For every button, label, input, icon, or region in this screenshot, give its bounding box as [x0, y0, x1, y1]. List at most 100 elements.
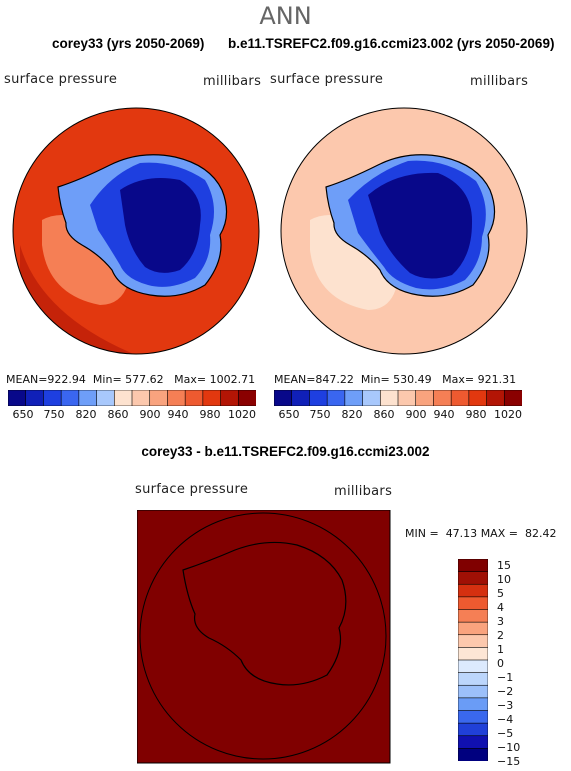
panel2-colorbar-swatch-4 [344, 390, 364, 406]
panel1-variable-label: surface pressure [4, 72, 118, 87]
panel1-colorbar-swatch-5 [96, 390, 115, 406]
panel1-tick-4: 900 [139, 408, 161, 421]
diff-max-label: MAX = [480, 527, 518, 540]
panel1-weddell-region [42, 215, 130, 305]
diff-tick-3: 4 [497, 601, 504, 614]
diff-colorbar-swatch-6 [458, 634, 488, 648]
panel2-tick-0: 650 [278, 408, 300, 421]
panel2-min-label: Min= [360, 373, 390, 386]
panel2-weddell-region [310, 215, 398, 310]
panel2-colorbar-swatch-7 [397, 390, 417, 406]
diff-tick-9: −2 [497, 685, 514, 698]
panel2-map-border [280, 107, 528, 355]
diff-title: corey33 - b.e11.TSREFC2.f09.g16.ccmi23.0… [141, 444, 430, 459]
diff-tick-14: −15 [497, 755, 521, 768]
panel2-tick-7: 1020 [494, 408, 522, 421]
panel1-colorbar-swatch-8 [149, 390, 169, 406]
diff-colorbar-swatch-7 [458, 647, 488, 661]
panel1-colorbar-swatch-1 [25, 390, 45, 406]
panel1-colorbar-swatch-7 [131, 390, 151, 406]
diff-tick-6: 1 [497, 643, 504, 656]
panel2-max-value: 921.31 [477, 373, 517, 386]
panel2-colorbar-swatch-3 [326, 390, 346, 406]
diff-map [137, 510, 391, 764]
diff-units-label: millibars [334, 484, 393, 499]
panel1-max-value: 1002.71 [209, 373, 256, 386]
diff-max-value: 82.42 [524, 527, 557, 540]
diff-colorbar-swatch-2 [458, 583, 488, 598]
panel2-colorbar-swatch-8 [415, 390, 435, 406]
panel1-tick-2: 820 [75, 408, 97, 421]
diff-colorbar-swatch-0 [458, 559, 488, 573]
panel1-min-value: 577.62 [125, 373, 164, 386]
diff-colorbar-swatch-5 [458, 621, 488, 636]
diff-tick-7: 0 [497, 657, 504, 670]
panel1-map-border [12, 107, 260, 355]
diff-colorbar-swatch-8 [458, 659, 488, 674]
diff-tick-10: −3 [497, 699, 514, 712]
diff-min-label: MIN = [405, 527, 439, 540]
panel1-colorbar-swatch-3 [60, 390, 80, 406]
panel2-colorbar [274, 390, 522, 406]
diff-colorbar-swatch-11 [458, 697, 488, 712]
diff-colorbar-swatch-13 [458, 722, 488, 737]
panel2-colorbar-swatch-5 [362, 390, 381, 406]
diff-tick-4: 3 [497, 615, 504, 628]
panel1-colorbar-swatch-11 [202, 390, 222, 406]
panel1-min-label: Min= [92, 373, 122, 386]
panel1-colorbar [8, 390, 256, 406]
diff-tick-5: 2 [497, 629, 504, 642]
panel1-mean-label: MEAN= [6, 373, 48, 386]
diff-colorbar-swatch-1 [458, 571, 488, 585]
diff-colorbar-swatch-12 [458, 710, 488, 724]
diff-tick-1: 10 [497, 573, 511, 586]
panel2-colorbar-swatch-0 [274, 390, 293, 406]
panel2-tick-6: 980 [465, 408, 487, 421]
panel1-tick-3: 860 [107, 408, 129, 421]
panel1-map [12, 107, 260, 355]
panel1-mean-value: 922.94 [47, 373, 86, 386]
panel2-antarctica-inner [368, 172, 473, 279]
panel2-coastline [325, 154, 496, 297]
panel2-tick-1: 750 [309, 408, 331, 421]
panel1-tick-7: 1020 [228, 408, 256, 421]
diff-min-value: 47.13 [445, 527, 478, 540]
panel1-colorbar-swatch-4 [78, 390, 98, 406]
diff-colorbar-swatch-10 [458, 684, 488, 699]
panel1-units-label: millibars [203, 74, 262, 89]
diff-colorbar-swatch-3 [458, 596, 488, 611]
panel1-colorbar-swatch-13 [237, 390, 256, 406]
diff-map-circle [139, 512, 387, 760]
diff-stats: MIN = 47.13 MAX = 82.42 [405, 527, 556, 540]
diff-colorbar-swatch-9 [458, 672, 488, 686]
panel1-colorbar-swatch-0 [8, 390, 27, 406]
panel2-max-label: Max= [442, 373, 475, 386]
panel2-colorbar-swatch-11 [468, 390, 488, 406]
diff-field [137, 510, 391, 764]
panel1-tick-0: 650 [12, 408, 34, 421]
panel2-colorbar-swatch-12 [486, 390, 505, 406]
diff-coastline [182, 541, 347, 686]
panel2-tick-4: 900 [405, 408, 427, 421]
panel1-title: corey33 (yrs 2050-2069) [52, 36, 205, 51]
panel2-units-label: millibars [470, 74, 529, 89]
panel1-colorbar-swatch-6 [113, 390, 133, 406]
panel1-coastline [57, 154, 228, 297]
panel1-max-label: Max= [174, 373, 207, 386]
panel2-mean-value: 847.22 [315, 373, 354, 386]
panel1-colorbar-swatch-9 [167, 390, 186, 406]
panel2-colorbar-swatch-6 [379, 390, 399, 406]
panel1-colorbar-swatch-10 [184, 390, 204, 406]
panel2-stats: MEAN=847.22 Min= 530.49 Max= 921.31 [274, 373, 516, 386]
panel1-colorbar-swatch-2 [43, 390, 62, 406]
diff-tick-8: −1 [497, 671, 514, 684]
panel2-variable-label: surface pressure [270, 72, 384, 87]
panel1-stats: MEAN=922.94 Min= 577.62 Max= 1002.71 [6, 373, 255, 386]
diff-colorbar-swatch-4 [458, 609, 488, 623]
diff-tick-12: −5 [497, 727, 514, 740]
diff-tick-0: 15 [497, 559, 511, 572]
panel1-antarctica-inner [120, 177, 201, 273]
main-title: ANN [259, 2, 312, 30]
panel2-tick-2: 820 [341, 408, 363, 421]
panel1-colorbar-swatch-12 [220, 390, 239, 406]
